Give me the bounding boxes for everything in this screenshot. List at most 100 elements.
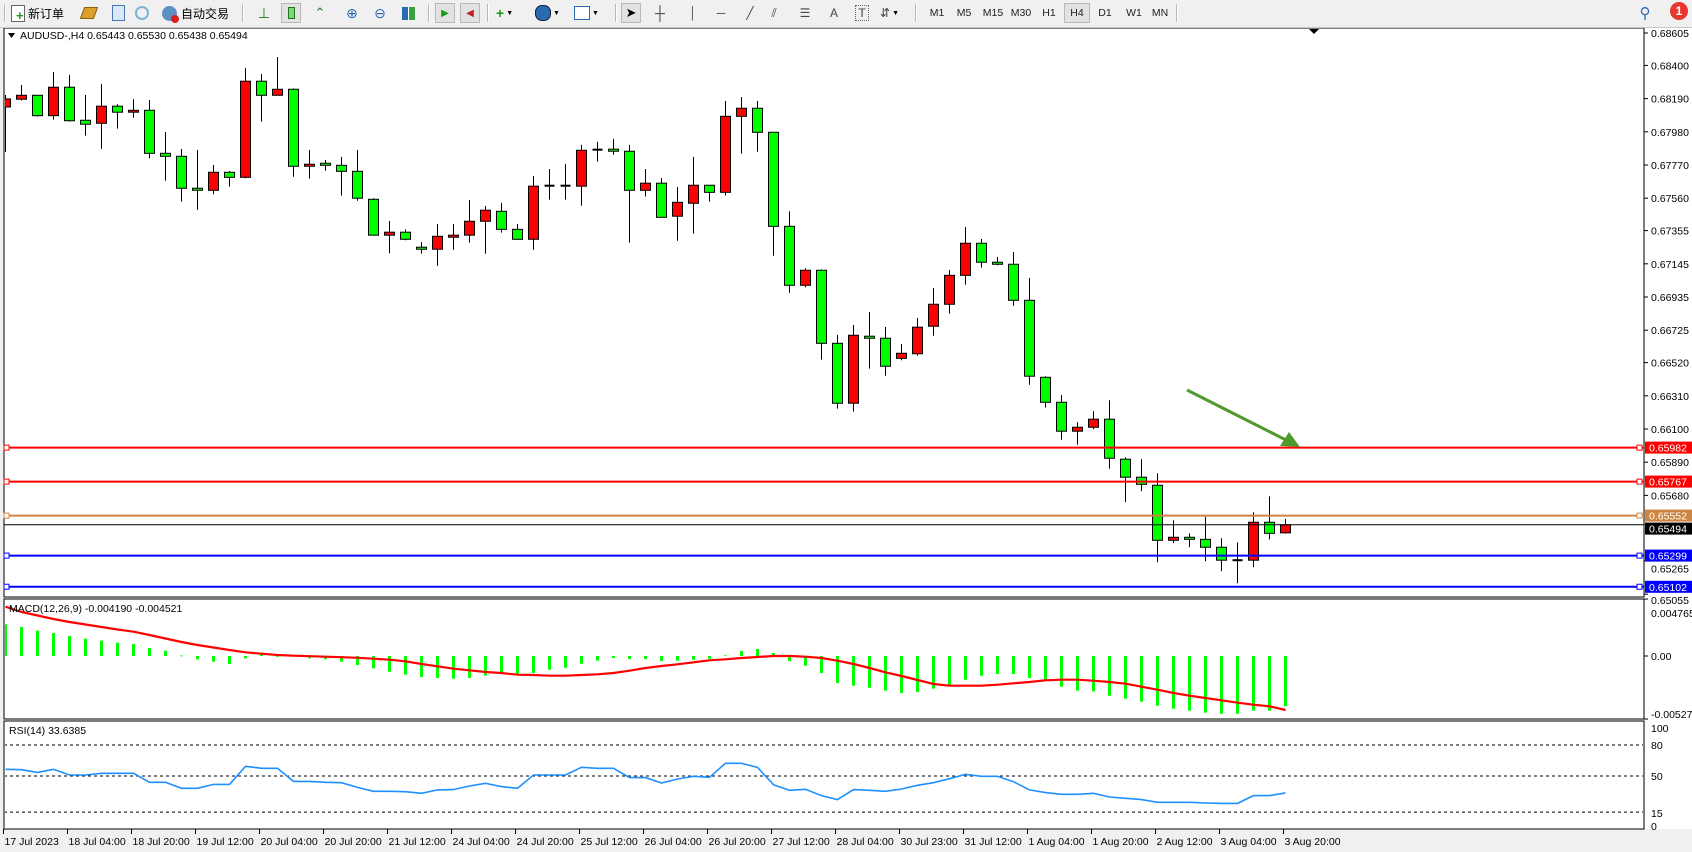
macd-histogram-bar: [1220, 656, 1223, 714]
candle-body: [480, 209, 491, 222]
candle-body: [288, 88, 299, 167]
vertical-line-button[interactable]: │: [684, 3, 702, 23]
price-tag-box: [1645, 509, 1692, 522]
candle: [688, 156, 699, 234]
timeframe-m30-button[interactable]: M30: [1010, 7, 1032, 19]
text-icon: A: [829, 6, 838, 20]
timeframe-m1-button[interactable]: M1: [929, 7, 945, 19]
time-label: 27 Jul 12:00: [773, 836, 830, 848]
timeframe-h1-button[interactable]: H1: [1042, 7, 1056, 19]
data-window-button[interactable]: [109, 3, 127, 23]
fibonacci-button[interactable]: ☰: [796, 3, 814, 23]
market-watch-button[interactable]: [79, 3, 99, 23]
candlestick-button[interactable]: [281, 3, 301, 23]
time-label: 3 Aug 20:00: [1285, 836, 1341, 848]
chart-shift-marker-icon[interactable]: [1309, 29, 1319, 34]
arrows-button[interactable]: ⇵ ▼: [880, 3, 899, 23]
auto-scroll-button[interactable]: ▶: [435, 3, 455, 23]
price-axis[interactable]: [1645, 28, 1692, 829]
auto-trading-button[interactable]: 自动交易: [162, 3, 229, 23]
price-label: 0.66310: [1651, 391, 1689, 403]
candle: [784, 211, 795, 293]
macd-histogram-bar: [708, 656, 711, 659]
periods-button[interactable]: ▼: [535, 3, 560, 23]
candle-body: [912, 326, 923, 355]
candle-body: [656, 182, 667, 218]
crosshair-button[interactable]: ┼: [651, 3, 669, 23]
line-handle[interactable]: [3, 583, 10, 590]
zoom-in-button[interactable]: ⊕: [343, 3, 361, 23]
macd-signal-line: [5, 605, 1286, 712]
macd-histogram-bar: [1124, 656, 1127, 699]
candle-body: [640, 182, 651, 191]
line-chart-button[interactable]: ⌃: [311, 3, 329, 23]
bar-chart-button[interactable]: ⊥: [255, 3, 273, 23]
timeframe-m15-button[interactable]: M15: [982, 7, 1004, 19]
search-button[interactable]: ⚲: [1636, 3, 1654, 23]
candle-body: [144, 109, 155, 154]
timeframe-h4-button[interactable]: H4: [1064, 3, 1090, 23]
timeframe-m5-button[interactable]: M5: [956, 7, 972, 19]
trend-arrow[interactable]: [1186, 388, 1300, 447]
horizontal-line-button[interactable]: ─: [712, 3, 730, 23]
line-handle[interactable]: [3, 478, 10, 485]
new-order-button[interactable]: + 新订单: [11, 3, 64, 23]
candle: [736, 97, 747, 154]
candle: [368, 198, 379, 236]
macd-histogram-bar: [276, 656, 279, 657]
line-handle[interactable]: [3, 552, 10, 559]
timeframe-w1-button[interactable]: W1: [1126, 7, 1142, 19]
zoom-out-button[interactable]: ⊖: [371, 3, 389, 23]
equidistant-channel-button[interactable]: ⫽: [765, 3, 783, 23]
rsi-axis-label: 15: [1651, 808, 1663, 820]
macd-histogram-bar: [1012, 656, 1015, 675]
line-handle[interactable]: [1636, 583, 1643, 590]
cursor-button[interactable]: ➤: [621, 3, 641, 23]
text-button[interactable]: A: [825, 3, 843, 23]
time-label: 2 Aug 12:00: [1157, 836, 1213, 848]
macd-histogram-bar: [516, 656, 519, 675]
candle-body: [224, 171, 235, 178]
chart-shift-button[interactable]: ◀: [460, 3, 480, 23]
candle-body: [464, 220, 475, 236]
timeframe-mn-button[interactable]: MN: [1151, 7, 1169, 19]
trendline-button[interactable]: ╱: [741, 3, 759, 23]
line-handle[interactable]: [3, 444, 10, 451]
line-handle[interactable]: [3, 512, 10, 519]
line-handle[interactable]: [1636, 444, 1643, 451]
tile-windows-button[interactable]: [399, 3, 417, 23]
crosshair-icon: ┼: [655, 5, 665, 21]
navigator-button[interactable]: [133, 3, 151, 23]
timeframe-d1-button[interactable]: D1: [1098, 7, 1112, 19]
line-handle[interactable]: [1636, 552, 1643, 559]
arrow-head-icon: [1280, 432, 1300, 447]
current-price-box: [1645, 522, 1692, 535]
candle: [864, 312, 875, 369]
rsi-pane[interactable]: [3, 720, 1645, 830]
candle: [1248, 512, 1259, 568]
candle-body: [832, 342, 843, 404]
macd-histogram-bar: [1236, 656, 1239, 714]
notification-badge[interactable]: 1: [1670, 2, 1688, 20]
templates-button[interactable]: ▼: [574, 3, 599, 23]
indicators-button[interactable]: + ▼: [496, 3, 513, 23]
time-label: 20 Jul 20:00: [325, 836, 382, 848]
macd-histogram-bar: [900, 656, 903, 694]
macd-histogram-bar: [836, 656, 839, 684]
candle: [944, 269, 955, 314]
fibonacci-icon: ☰: [799, 6, 811, 20]
macd-histogram-bar: [244, 656, 247, 659]
toolbar-grip[interactable]: [4, 4, 6, 22]
candle-body: [720, 115, 731, 193]
vertical-line-icon: │: [689, 6, 697, 20]
macd-histogram-bar: [356, 656, 359, 665]
candle: [1008, 251, 1019, 306]
symbol-menu-triangle-icon[interactable]: [8, 33, 15, 38]
candle-body: [752, 107, 763, 133]
line-handle[interactable]: [1636, 478, 1643, 485]
candle-body: [1088, 418, 1099, 428]
text-label-button[interactable]: T: [853, 3, 871, 23]
line-handle[interactable]: [1636, 512, 1643, 519]
candle-body: [768, 131, 779, 227]
